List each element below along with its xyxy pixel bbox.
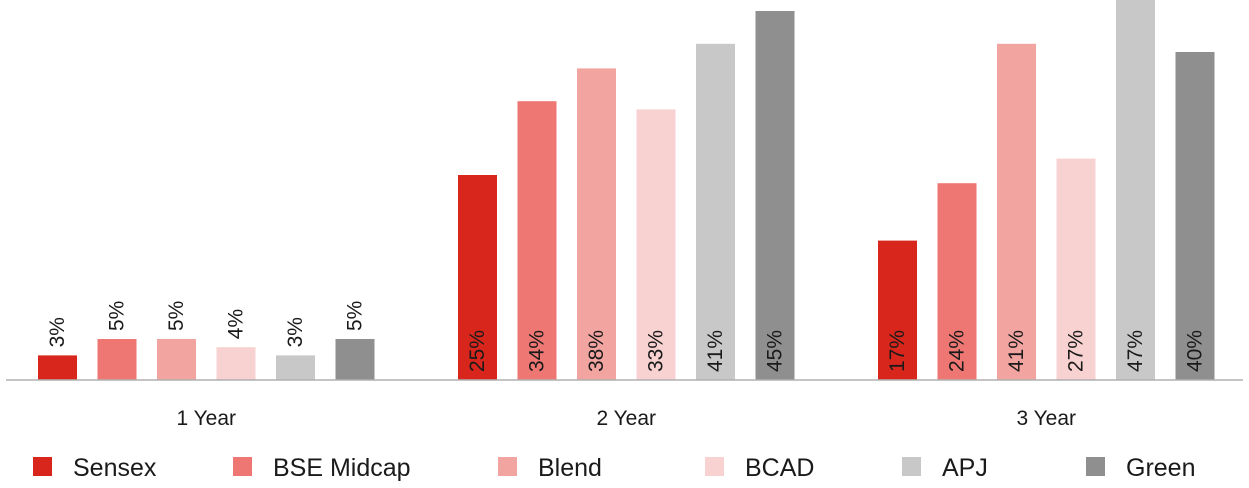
data-label: 25% (466, 330, 489, 372)
bar-green-2-year (755, 11, 795, 380)
data-label: 5% (106, 301, 129, 331)
data-label: 34% (526, 330, 549, 372)
bars-layer: 3% 5% 5% 4% 3% 5% 25% 34% 38% 33% 41% 45% 17% 24% 41% 2… (38, 0, 1215, 381)
legend-swatch (1086, 457, 1105, 476)
category-label: 3 Year (1016, 407, 1076, 430)
bar-bse-midcap-1-year (97, 339, 137, 380)
category-label: 1 Year (176, 407, 236, 430)
data-label: 41% (1005, 330, 1028, 372)
bar-bcad-3-year (1056, 158, 1096, 380)
data-label: 5% (165, 301, 188, 331)
legend-swatch (33, 457, 52, 476)
data-label: 4% (225, 309, 248, 339)
data-label: 33% (645, 330, 668, 372)
bar-green-1-year (335, 339, 375, 380)
bar-blend-1-year (157, 339, 196, 380)
legend-label: BSE Midcap (273, 454, 411, 482)
legend-swatch (498, 457, 517, 476)
bar-green-3-year (1175, 52, 1215, 380)
bar-apj-1-year (276, 355, 315, 380)
bar-apj-2-year (696, 43, 735, 381)
legend-label: Green (1126, 454, 1195, 482)
bar-sensex-3-year (878, 240, 917, 380)
legend-label: Blend (538, 454, 602, 482)
legend-swatch (233, 457, 252, 476)
data-label: 41% (704, 330, 727, 372)
bar-bcad-1-year (216, 347, 256, 380)
data-label: 3% (284, 317, 307, 347)
legend-label: BCAD (745, 454, 814, 482)
legend: Sensex BSE Midcap Blend BCAD APJ Green (33, 454, 1195, 482)
data-label: 27% (1065, 330, 1088, 372)
bar-bcad-2-year (636, 109, 676, 381)
legend-label: Sensex (73, 454, 157, 482)
data-label: 24% (946, 330, 969, 372)
data-label: 3% (46, 317, 69, 347)
legend-swatch (902, 457, 921, 476)
data-label: 5% (344, 301, 367, 331)
legend-label: APJ (942, 454, 988, 482)
bar-bse-midcap-3-year (937, 183, 977, 380)
data-label: 40% (1184, 330, 1207, 372)
bar-apj-3-year (1116, 0, 1155, 380)
bar-blend-2-year (577, 68, 616, 381)
bar-blend-3-year (997, 43, 1036, 381)
bar-bse-midcap-2-year (517, 101, 557, 380)
data-label: 17% (886, 330, 909, 372)
data-label: 38% (585, 330, 608, 372)
category-labels: 1 Year 2 Year 3 Year (176, 407, 1076, 430)
legend-swatch (705, 457, 724, 476)
bar-sensex-2-year (458, 175, 497, 380)
bar-sensex-1-year (38, 355, 77, 380)
category-label: 2 Year (596, 407, 656, 430)
data-label: 45% (764, 330, 787, 372)
data-label: 47% (1124, 330, 1147, 372)
